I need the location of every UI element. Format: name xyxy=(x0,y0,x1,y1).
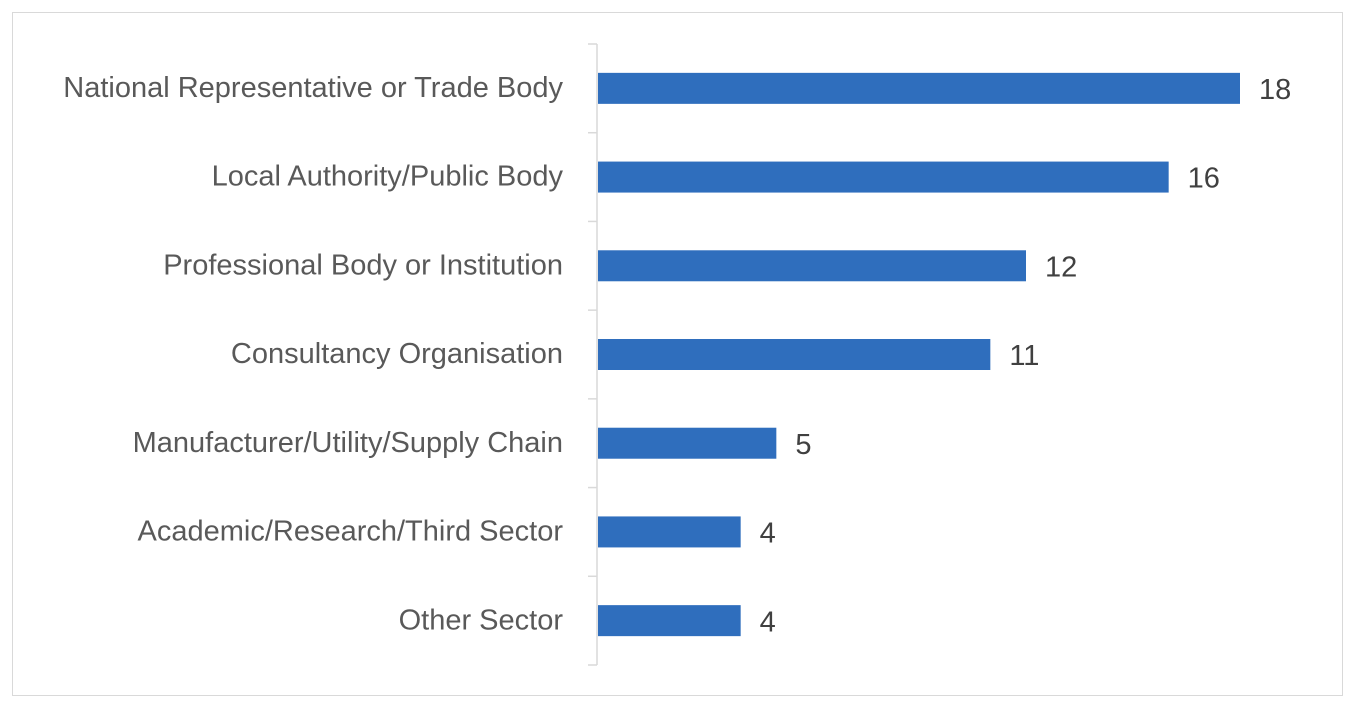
bar xyxy=(598,516,741,548)
category-label: National Representative or Trade Body xyxy=(63,72,563,104)
category-label: Local Authority/Public Body xyxy=(212,161,564,193)
data-label: 16 xyxy=(1188,163,1220,195)
axis-layer xyxy=(588,43,598,666)
bar xyxy=(598,250,1026,282)
category-label: Consultancy Organisation xyxy=(231,338,563,370)
bars-layer xyxy=(598,72,1240,637)
data-label: 18 xyxy=(1259,74,1291,106)
bar xyxy=(598,605,741,637)
category-label: Manufacturer/Utility/Supply Chain xyxy=(133,427,563,459)
category-label: Other Sector xyxy=(399,604,564,636)
bar xyxy=(598,339,991,370)
bar xyxy=(598,427,777,459)
category-label: Academic/Research/Third Sector xyxy=(138,516,564,548)
category-label: Professional Body or Institution xyxy=(163,249,563,281)
data-label: 5 xyxy=(795,429,811,461)
data-label: 4 xyxy=(760,518,776,550)
bar xyxy=(598,161,1169,193)
data-label: 11 xyxy=(1009,340,1039,372)
data-label: 12 xyxy=(1045,251,1077,283)
labels-layer: National Representative or Trade Body 18 L… xyxy=(63,72,1291,638)
data-label: 4 xyxy=(760,606,776,638)
bar xyxy=(598,72,1240,104)
